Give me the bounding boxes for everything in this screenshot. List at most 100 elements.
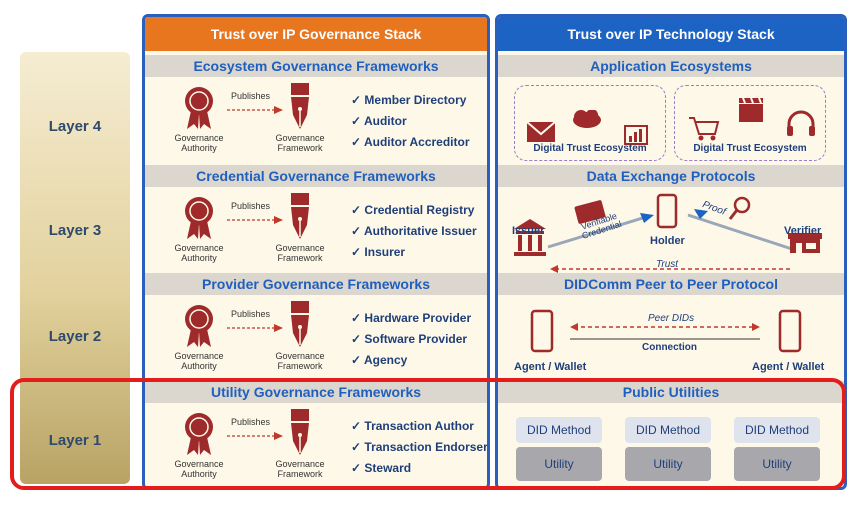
bar-chart-icon (624, 125, 648, 145)
trust-arrow-head (550, 265, 558, 273)
holder-label: Holder (650, 235, 685, 247)
tech-band-application: Application Ecosystems (498, 55, 844, 77)
checkmark-icon: ✓ (351, 419, 362, 433)
proof-arrow-head (694, 209, 708, 219)
publishes-arrow (227, 106, 283, 114)
checkmark-icon: ✓ (351, 440, 362, 454)
publishes-label: Publishes (231, 201, 271, 211)
publishes-label: Publishes (231, 91, 271, 101)
ecosystem-box-left: Digital Trust Ecosystem (514, 85, 666, 161)
role-label: Transaction Endorser (364, 440, 488, 454)
ecosystem-label-right: Digital Trust Ecosystem (693, 143, 807, 154)
role-list-item: ✓ Member Directory (351, 93, 466, 107)
governance-authority-label: Governance Authority (174, 243, 224, 263)
role-list-item: ✓ Authoritative Issuer (351, 224, 477, 238)
governance-section: Publishes Governance Authority Governance Fr… (145, 189, 487, 273)
governance-framework-label: Governance Framework (275, 459, 325, 479)
layer-3-label: Layer 3 (48, 222, 102, 239)
role-list-item: ✓ Auditor Accreditor (351, 135, 470, 149)
role-label: Auditor Accreditor (363, 135, 470, 149)
governance-framework-label: Governance Framework (275, 351, 325, 371)
publishes-arrow (227, 216, 283, 224)
checkmark-icon: ✓ (351, 353, 362, 367)
governance-stack: Trust over IP Governance Stack Ecosystem… (142, 14, 490, 490)
governance-section: Publishes Governance Authority Governance Fr… (145, 79, 487, 163)
role-label: Authoritative Issuer (363, 224, 477, 238)
ecosystem-box-right: Digital Trust Ecosystem (674, 85, 826, 161)
publishes-label: Publishes (231, 417, 271, 427)
governance-authority-label: Governance Authority (174, 459, 224, 479)
verifier-label: Verifier (784, 225, 822, 237)
headphones-icon (787, 110, 815, 136)
store-icon (788, 233, 822, 253)
governance-authority-seal-icon (185, 413, 213, 455)
role-list-item: ✓ Steward (351, 461, 411, 475)
governance-band: Credential Governance Frameworks (145, 165, 487, 187)
role-list-item: ✓ Transaction Author (351, 419, 474, 433)
governance-stack-title: Trust over IP Governance Stack (145, 17, 487, 51)
ecosystem-icons-right (689, 97, 815, 141)
did-method-box: DID Method (516, 417, 602, 443)
fountain-pen-icon (291, 193, 309, 239)
phone-icon-left (530, 309, 554, 353)
credential-card-icon (574, 200, 606, 224)
ecosystem-label-left: Digital Trust Ecosystem (533, 143, 647, 154)
utility-box: Utility (734, 447, 820, 481)
role-label: Transaction Author (364, 419, 474, 433)
tech-band-data-exchange: Data Exchange Protocols (498, 165, 844, 187)
role-list-item: ✓ Insurer (351, 245, 405, 259)
role-label: Hardware Provider (364, 311, 472, 325)
tech-band-public-utilities: Public Utilities (498, 381, 844, 403)
checkmark-icon: ✓ (351, 245, 362, 259)
governance-section: Publishes Governance Authority Governance Fr… (145, 405, 488, 487)
issuer-label: Issuer (512, 225, 545, 237)
role-list-item: ✓ Software Provider (351, 332, 467, 346)
layer-column (20, 52, 130, 484)
utility-box: Utility (625, 447, 711, 481)
utility-box: Utility (516, 447, 602, 481)
governance-section: Publishes Governance Authority Governance Fr… (145, 297, 487, 381)
role-list-item: ✓ Auditor (351, 114, 407, 128)
did-method-box: DID Method (734, 417, 820, 443)
publishes-arrow (227, 324, 283, 332)
governance-band: Provider Governance Frameworks (145, 273, 487, 295)
role-label: Insurer (364, 245, 406, 259)
layer-4-label: Layer 4 (48, 118, 102, 135)
clapperboard-icon (739, 97, 763, 122)
agent-wallet-left: Agent / Wallet (514, 361, 587, 373)
layer-1-label: Layer 1 (48, 432, 102, 449)
trust-label: Trust (656, 259, 679, 270)
proof-arrow-line (687, 213, 799, 253)
technology-stack-title: Trust over IP Technology Stack (498, 17, 844, 51)
peer-dids-label: Peer DIDs (648, 313, 695, 324)
layer-2-label: Layer 2 (48, 328, 102, 345)
role-label: Credential Registry (364, 203, 475, 217)
checkmark-icon: ✓ (351, 224, 362, 238)
agent-wallet-right: Agent / Wallet (752, 361, 825, 373)
phone-icon-right (778, 309, 802, 353)
governance-framework-label: Governance Framework (275, 133, 325, 153)
phone-icon-holder (656, 193, 678, 229)
role-list-item: ✓ Credential Registry (351, 203, 474, 217)
publishes-arrow (227, 432, 283, 440)
issue-arrow-head (640, 213, 654, 223)
technology-stack: Trust over IP Technology Stack Applicati… (495, 14, 847, 490)
governance-framework-label: Governance Framework (275, 243, 325, 263)
checkmark-icon: ✓ (351, 135, 362, 149)
magnifier-icon (728, 196, 751, 220)
did-method-box: DID Method (625, 417, 711, 443)
email-icon (526, 121, 556, 142)
fountain-pen-icon (291, 301, 309, 347)
governance-authority-seal-icon (185, 87, 213, 129)
checkmark-icon: ✓ (351, 311, 362, 325)
role-label: Agency (363, 353, 408, 367)
fountain-pen-icon (291, 83, 309, 129)
connection-label: Connection (642, 342, 697, 353)
publishes-label: Publishes (231, 309, 271, 319)
checkmark-icon: ✓ (351, 332, 362, 346)
tech-band-didcomm: DIDComm Peer to Peer Protocol (498, 273, 844, 295)
governance-band: Ecosystem Governance Frameworks (145, 55, 487, 77)
ecosystem-icons-left (526, 110, 648, 145)
checkmark-icon: ✓ (351, 114, 362, 128)
role-label: Auditor (363, 114, 407, 128)
